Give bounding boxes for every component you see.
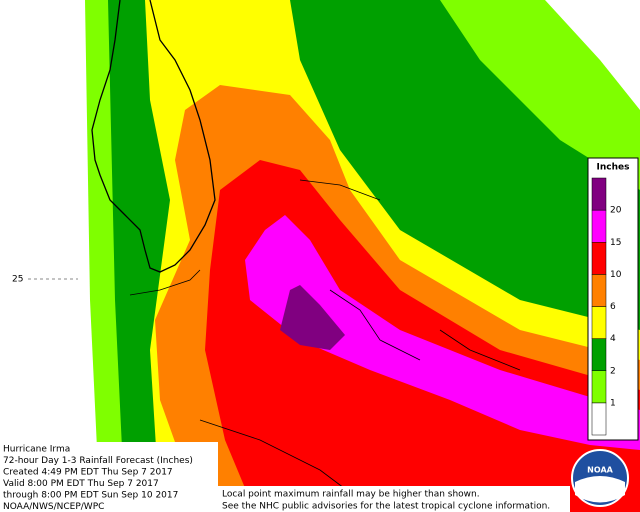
info-line: NOAA/NWS/NCEP/WPC bbox=[3, 502, 104, 512]
rainfall-band bbox=[280, 285, 345, 350]
legend-swatch bbox=[591, 306, 607, 339]
legend-swatch bbox=[591, 177, 607, 211]
legend-swatch bbox=[591, 209, 607, 243]
info-line: through 8:00 PM EDT Sun Sep 10 2017 bbox=[3, 491, 178, 501]
legend-label: 20 bbox=[610, 206, 622, 216]
info-box bbox=[0, 442, 218, 512]
rainfall-bands bbox=[85, 0, 640, 512]
note: Local point maximum rainfall may be high… bbox=[222, 490, 480, 500]
info-line: Valid 8:00 PM EDT Thu Sep 7 2017 bbox=[3, 479, 159, 489]
info-line: Created 4:49 PM EDT Thu Sep 7 2017 bbox=[3, 468, 173, 478]
legend-label: 4 bbox=[610, 334, 616, 344]
legend-swatch bbox=[591, 370, 607, 404]
logo-text: NOAA bbox=[587, 466, 613, 475]
legend-swatch bbox=[591, 402, 607, 436]
note: See the NHC public advisories for the la… bbox=[222, 502, 550, 512]
coastline bbox=[91, 0, 216, 273]
legend-label: 15 bbox=[610, 238, 621, 248]
legend-title: Inches bbox=[597, 163, 630, 173]
info-line: 72-hour Day 1-3 Rainfall Forecast (Inche… bbox=[3, 456, 193, 466]
legend-label: 10 bbox=[610, 270, 622, 280]
legend-label: 6 bbox=[610, 302, 616, 312]
legend-swatch bbox=[591, 338, 607, 371]
info-line: Hurricane Irma bbox=[3, 445, 70, 455]
latitude-label: 25 bbox=[12, 275, 23, 285]
legend-label: 1 bbox=[610, 398, 616, 408]
logo-wave bbox=[575, 476, 625, 503]
coastline bbox=[129, 179, 521, 501]
legend-swatch bbox=[591, 274, 607, 307]
notes-box bbox=[218, 486, 570, 512]
legend: 1 2 4 6 10 15 20 bbox=[591, 177, 622, 436]
legend-label: 2 bbox=[610, 366, 616, 376]
rainfall-band bbox=[245, 215, 640, 450]
legend-swatch bbox=[591, 242, 607, 275]
